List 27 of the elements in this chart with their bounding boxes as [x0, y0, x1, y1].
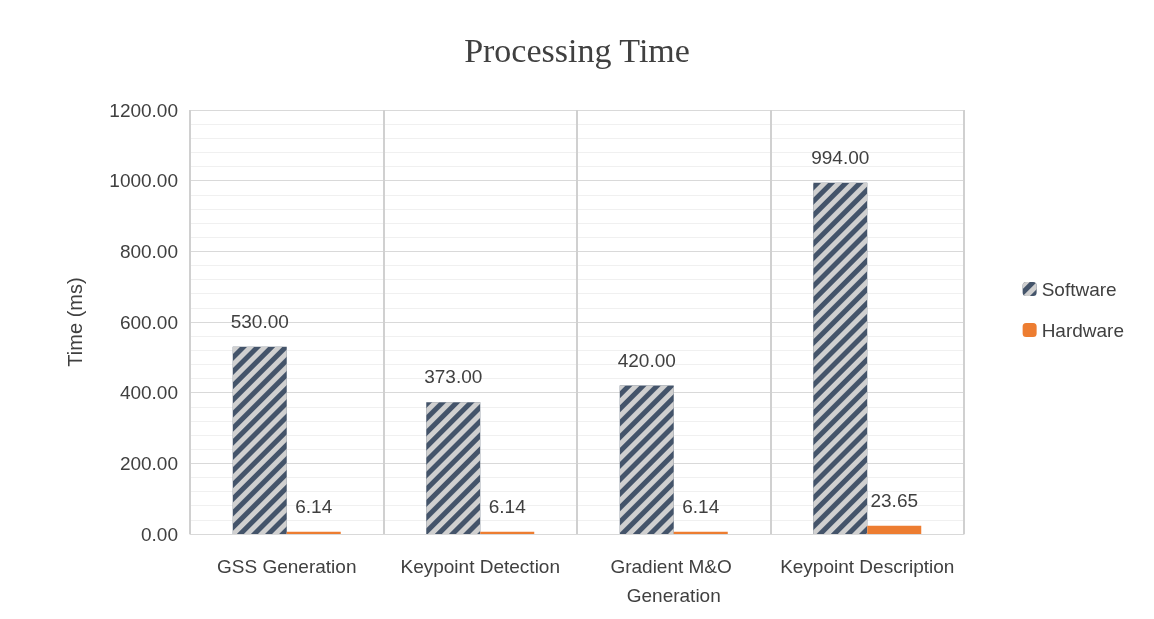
data-label: 373.00: [424, 366, 483, 388]
data-label: 420.00: [617, 349, 676, 371]
y-tick-label: 1200.00: [109, 99, 178, 121]
data-label: 530.00: [230, 310, 289, 332]
x-tick-label: GSS Generation: [217, 556, 357, 577]
y-tick-label: 800.00: [119, 240, 178, 262]
bar: [867, 525, 922, 534]
bar: [480, 531, 535, 534]
x-tick-label: Keypoint Detection: [400, 556, 560, 577]
data-label: 23.65: [870, 489, 919, 511]
bar: [673, 531, 728, 534]
data-label: 994.00: [811, 146, 870, 168]
y-tick-label: 0.00: [141, 523, 178, 545]
x-tick-label: Keypoint Description: [780, 556, 955, 577]
data-label: 6.14: [488, 495, 527, 517]
y-tick-label: 200.00: [119, 452, 178, 474]
legend-label: Hardware: [1041, 319, 1125, 341]
x-tick-label: Gradient M&O Generation: [610, 556, 738, 606]
chart-title: Processing Time: [464, 31, 690, 69]
data-label: 6.14: [295, 495, 333, 517]
legend-label: Software: [1041, 278, 1117, 300]
data-label: 6.14: [682, 495, 720, 517]
bar: [286, 531, 341, 534]
y-tick-label: 1000.00: [109, 170, 178, 192]
y-tick-label: 600.00: [119, 311, 178, 333]
y-tick-label: 400.00: [119, 382, 178, 404]
y-axis-title: Time (ms): [64, 277, 86, 367]
